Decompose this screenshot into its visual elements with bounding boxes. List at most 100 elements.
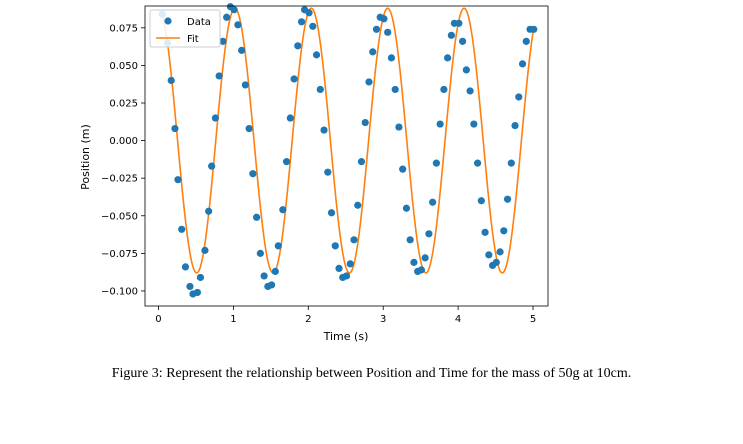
legend-fit-label: Fit [187,34,199,45]
data-point [230,6,238,14]
data-point [290,75,298,83]
position-time-chart: 0 1 2 3 4 5 −0.100 −0.075 −0.050 −0.025 0.000 0.025… [79,3,549,343]
data-point [178,225,186,233]
data-point [167,76,175,85]
legend-box [149,9,221,48]
data-point [511,121,519,130]
x-tick-label: 0 [155,314,161,325]
fit-curve-layer [160,7,535,274]
legend-data-label: Data [187,17,211,28]
data-point [286,114,294,122]
data-point [335,264,343,273]
data-point [399,165,407,173]
data-point [387,54,396,62]
data-point [380,15,388,23]
data-point [357,158,366,166]
data-point [208,162,216,170]
data-point [402,204,411,212]
data-point [305,9,313,17]
data-point [410,258,418,266]
axes-layer: 0 1 2 3 4 5 −0.100 −0.075 −0.050 −0.025 0.000 0.025… [101,5,549,325]
data-point [518,60,527,68]
data-point [309,22,317,30]
data-point [432,159,440,167]
data-point [507,159,515,167]
data-point [253,213,261,221]
data-point [327,209,336,217]
data-point [459,37,467,45]
legend-data-marker [164,17,172,25]
y-tick-label: 0.000 [109,136,138,147]
data-point [391,85,399,94]
plot-background [145,6,548,306]
x-tick-label: 4 [455,314,461,325]
data-point [245,124,253,133]
axes-frame [144,5,549,307]
data-point [436,120,444,128]
data-point [274,242,282,250]
data-point [361,118,369,127]
data-point [503,195,512,203]
data-point [444,54,452,62]
legend: Data Fit [149,9,221,48]
data-point [473,159,482,167]
data-point [346,260,354,268]
data-point [425,230,433,238]
y-tick-label: 0.075 [109,23,138,34]
data-point [406,236,414,244]
data-point [485,251,493,259]
data-point [447,31,455,39]
data-point [201,246,209,254]
fit-curve [160,7,535,274]
data-point [350,236,358,244]
x-axis-label: Time (s) [323,330,369,343]
data-point [271,267,279,276]
data-point [530,25,538,33]
data-point [492,258,500,266]
data-point [384,28,392,36]
data-point [466,87,474,95]
data-point [417,266,426,274]
data-point [205,207,213,215]
data-point [297,18,306,26]
data-point [522,37,530,45]
data-point [440,85,448,94]
y-axis-label: Position (m) [79,124,92,190]
data-point [241,81,249,89]
data-point [421,254,429,262]
data-point [234,21,242,29]
data-point [324,168,332,176]
x-tick-label: 2 [305,314,311,325]
data-point [477,197,485,205]
data-point [429,198,437,206]
data-point [196,273,205,282]
y-tick-label: 0.050 [109,61,138,72]
data-point [215,72,223,80]
data-point [186,282,194,291]
data-point [171,124,179,133]
data-point [462,66,470,74]
data-point [395,123,403,131]
y-tick-label: −0.100 [101,286,138,297]
data-point [369,48,377,56]
data-points-layer [158,3,538,298]
x-tick-label: 5 [530,314,536,325]
plot-area [145,6,548,306]
data-point [320,126,328,134]
data-point [211,114,220,122]
y-tick-label: −0.025 [101,174,138,185]
data-point [342,272,351,280]
data-point [267,281,276,289]
data-point [238,46,246,54]
data-point [249,170,257,178]
y-tick-label: −0.075 [101,249,138,260]
figure-caption: Figure 3: Represent the relationship bet… [111,366,632,381]
x-tick-label: 1 [230,314,236,325]
data-point [282,158,291,166]
data-point [354,201,362,209]
data-point [496,248,504,256]
y-tick-label: −0.050 [101,211,138,222]
data-point [515,93,523,101]
data-point [316,85,324,94]
x-tick-label: 3 [380,314,386,325]
